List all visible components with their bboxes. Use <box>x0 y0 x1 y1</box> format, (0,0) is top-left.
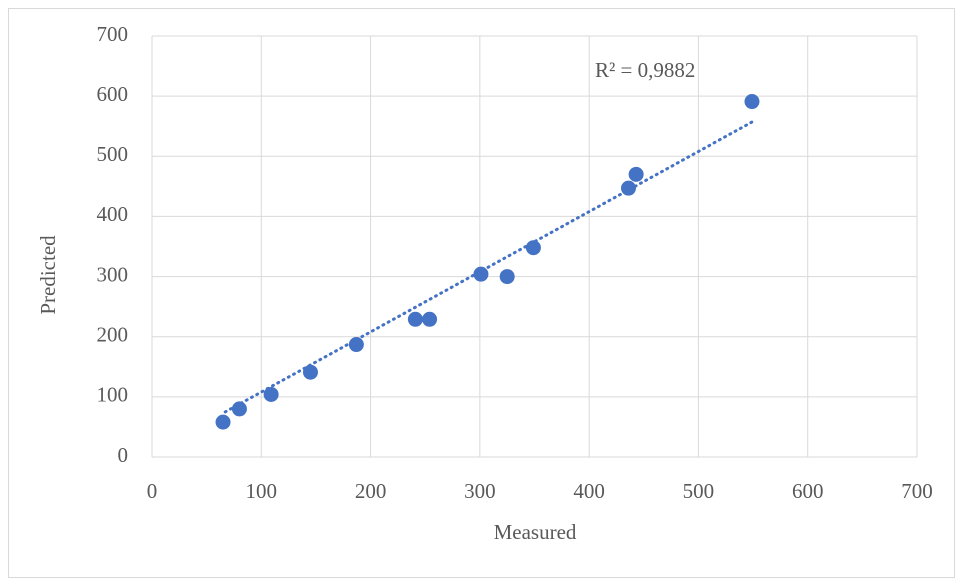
x-tick-label: 200 <box>355 479 387 503</box>
point <box>407 311 423 327</box>
point <box>348 337 364 353</box>
point <box>231 401 247 417</box>
y-axis-label: Predicted <box>36 235 60 315</box>
y-tick-label: 300 <box>97 262 129 286</box>
x-tick-label: 300 <box>464 479 496 503</box>
point <box>422 311 438 327</box>
point <box>215 414 231 430</box>
x-tick-label: 0 <box>147 479 158 503</box>
point <box>628 166 644 182</box>
x-tick-label: 500 <box>683 479 715 503</box>
x-tick-label: 600 <box>792 479 824 503</box>
annotation: R² = 0,9882 <box>595 58 695 82</box>
point <box>499 269 515 285</box>
point <box>473 266 489 282</box>
trendline <box>223 120 754 414</box>
x-axis-label: Measured <box>494 520 577 544</box>
point <box>744 94 760 110</box>
y-tick-label: 200 <box>97 323 129 347</box>
y-tick-label: 100 <box>97 383 129 407</box>
point <box>263 386 279 402</box>
point <box>525 240 541 256</box>
y-tick-label: 700 <box>97 22 129 46</box>
y-tick-label: 600 <box>97 82 129 106</box>
y-tick-label: 0 <box>118 443 129 467</box>
x-tick-label: 400 <box>573 479 605 503</box>
point <box>620 180 636 196</box>
y-tick-label: 500 <box>97 142 129 166</box>
y-tick-label: 400 <box>97 202 129 226</box>
x-tick-label: 700 <box>901 479 933 503</box>
point <box>302 364 318 380</box>
chart-frame <box>8 8 955 578</box>
x-tick-label: 100 <box>246 479 278 503</box>
